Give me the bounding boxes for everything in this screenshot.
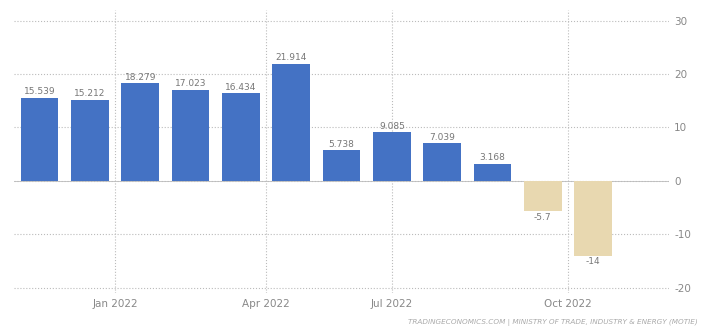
Bar	[172, 90, 209, 181]
Bar	[222, 93, 260, 181]
Bar	[323, 150, 360, 181]
Text: 17.023: 17.023	[175, 79, 206, 88]
Bar	[524, 181, 562, 211]
Bar	[122, 83, 159, 181]
Bar	[71, 100, 109, 181]
Text: 3.168: 3.168	[480, 154, 505, 163]
Text: 18.279: 18.279	[124, 73, 156, 82]
Text: 9.085: 9.085	[379, 122, 405, 131]
Text: 7.039: 7.039	[429, 133, 455, 142]
Text: -14: -14	[586, 257, 600, 266]
Bar	[373, 133, 411, 181]
Text: 5.738: 5.738	[329, 140, 354, 149]
Bar	[423, 143, 461, 181]
Text: 16.434: 16.434	[225, 83, 257, 92]
Text: 15.212: 15.212	[74, 89, 106, 98]
Text: 15.539: 15.539	[24, 87, 55, 96]
Text: -5.7: -5.7	[534, 213, 551, 222]
Bar	[474, 164, 511, 181]
Text: 21.914: 21.914	[275, 53, 307, 62]
Bar	[574, 181, 612, 256]
Bar	[21, 98, 58, 181]
Bar	[273, 64, 310, 181]
Text: TRADINGECONOMICS.COM | MINISTRY OF TRADE, INDUSTRY & ENERGY (MOTIE): TRADINGECONOMICS.COM | MINISTRY OF TRADE…	[408, 319, 697, 326]
